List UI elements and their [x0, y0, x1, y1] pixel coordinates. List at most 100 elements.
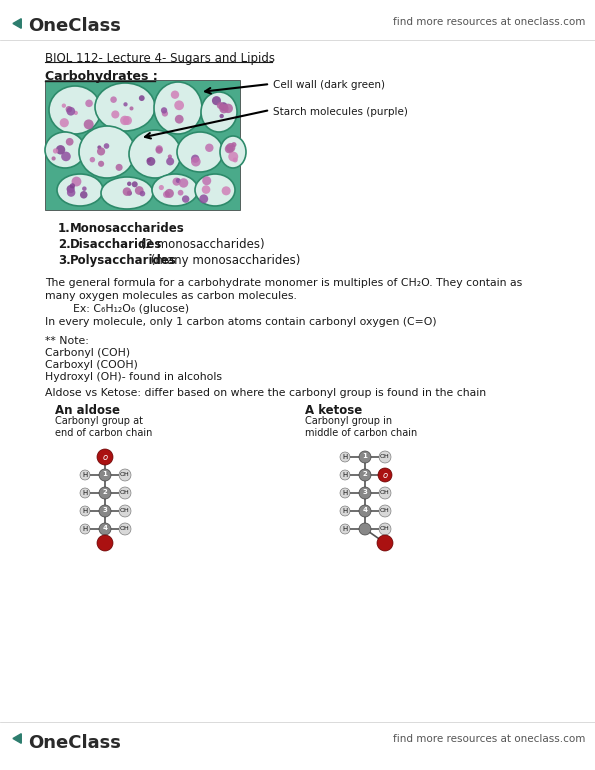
Circle shape: [99, 523, 111, 535]
Circle shape: [359, 505, 371, 517]
Circle shape: [182, 196, 189, 203]
Text: 4: 4: [102, 525, 108, 531]
Text: Disaccharides: Disaccharides: [70, 238, 162, 251]
Circle shape: [140, 191, 145, 196]
Circle shape: [179, 178, 188, 188]
Circle shape: [119, 523, 131, 535]
Circle shape: [173, 178, 181, 186]
Circle shape: [127, 190, 132, 196]
Circle shape: [191, 155, 199, 162]
Circle shape: [135, 186, 143, 195]
Circle shape: [171, 91, 179, 99]
Circle shape: [66, 138, 74, 146]
Text: In every molecule, only 1 carbon atoms contain carbonyl oxygen (C=O): In every molecule, only 1 carbon atoms c…: [45, 317, 437, 327]
Circle shape: [56, 145, 65, 155]
Circle shape: [377, 535, 393, 551]
Ellipse shape: [129, 130, 181, 178]
Circle shape: [52, 156, 56, 161]
Circle shape: [80, 470, 90, 480]
Bar: [45, 80, 240, 210]
Circle shape: [99, 505, 111, 517]
Circle shape: [224, 104, 233, 113]
Circle shape: [222, 186, 231, 196]
Circle shape: [119, 469, 131, 481]
Circle shape: [85, 99, 93, 107]
Circle shape: [219, 102, 228, 111]
Circle shape: [155, 146, 163, 154]
Circle shape: [359, 469, 371, 481]
Circle shape: [67, 185, 75, 193]
Circle shape: [70, 183, 75, 189]
Text: 2: 2: [362, 471, 367, 477]
Text: Carbohydrates :: Carbohydrates :: [45, 70, 158, 83]
Circle shape: [80, 488, 90, 498]
Ellipse shape: [95, 83, 155, 131]
Circle shape: [74, 111, 78, 115]
Text: many oxygen molecules as carbon molecules.: many oxygen molecules as carbon molecule…: [45, 291, 297, 301]
Circle shape: [120, 116, 130, 126]
Circle shape: [98, 161, 104, 167]
Text: find more resources at oneclass.com: find more resources at oneclass.com: [393, 17, 585, 27]
Circle shape: [379, 505, 391, 517]
Circle shape: [165, 189, 174, 198]
Text: Carbonyl group in
middle of carbon chain: Carbonyl group in middle of carbon chain: [305, 416, 417, 437]
Circle shape: [110, 96, 117, 103]
Circle shape: [202, 186, 211, 194]
Circle shape: [340, 524, 350, 534]
Circle shape: [53, 149, 58, 153]
Text: 2.: 2.: [58, 238, 71, 251]
Circle shape: [84, 119, 93, 129]
Circle shape: [80, 524, 90, 534]
Text: 1.: 1.: [58, 222, 71, 235]
Ellipse shape: [220, 136, 246, 168]
Circle shape: [99, 469, 111, 481]
Circle shape: [359, 523, 371, 535]
Ellipse shape: [101, 177, 153, 209]
Circle shape: [65, 106, 72, 112]
Text: 3.: 3.: [58, 254, 71, 267]
Circle shape: [80, 191, 87, 199]
Circle shape: [97, 449, 113, 465]
Ellipse shape: [45, 132, 85, 168]
Circle shape: [178, 190, 183, 196]
Text: 1: 1: [362, 454, 368, 460]
Text: The general formula for a carbohydrate monomer is multiples of CH₂O. They contai: The general formula for a carbohydrate m…: [45, 278, 522, 288]
Circle shape: [163, 191, 170, 198]
Text: o: o: [383, 470, 387, 480]
Circle shape: [60, 118, 69, 127]
Text: OH: OH: [120, 490, 130, 496]
Circle shape: [71, 176, 82, 186]
Circle shape: [379, 487, 391, 499]
Text: find more resources at oneclass.com: find more resources at oneclass.com: [393, 734, 585, 744]
Text: Hydroxyl (OH)- found in alcohols: Hydroxyl (OH)- found in alcohols: [45, 372, 222, 382]
Circle shape: [104, 143, 109, 149]
Ellipse shape: [201, 92, 237, 132]
Text: Carbonyl (COH): Carbonyl (COH): [45, 348, 130, 358]
Circle shape: [130, 106, 133, 110]
Circle shape: [61, 152, 71, 161]
Circle shape: [379, 451, 391, 463]
Text: (2 monosaccharides): (2 monosaccharides): [137, 238, 265, 251]
Circle shape: [147, 158, 151, 162]
Circle shape: [159, 185, 164, 190]
Text: o: o: [102, 453, 108, 461]
Circle shape: [115, 164, 123, 171]
Ellipse shape: [79, 126, 135, 178]
Text: OH: OH: [120, 473, 130, 477]
Circle shape: [228, 152, 238, 162]
Text: 3: 3: [362, 490, 368, 496]
Circle shape: [176, 178, 181, 183]
Circle shape: [62, 103, 66, 108]
Ellipse shape: [57, 174, 103, 206]
Text: H: H: [342, 490, 347, 496]
Circle shape: [111, 110, 120, 119]
Text: H: H: [342, 472, 347, 478]
Text: OH: OH: [380, 454, 390, 460]
Circle shape: [174, 100, 184, 110]
Text: OH: OH: [120, 527, 130, 531]
Circle shape: [162, 110, 168, 116]
Circle shape: [82, 186, 87, 191]
Text: Carbonyl group at
end of carbon chain: Carbonyl group at end of carbon chain: [55, 416, 152, 437]
Text: OH: OH: [380, 527, 390, 531]
Circle shape: [127, 182, 131, 186]
